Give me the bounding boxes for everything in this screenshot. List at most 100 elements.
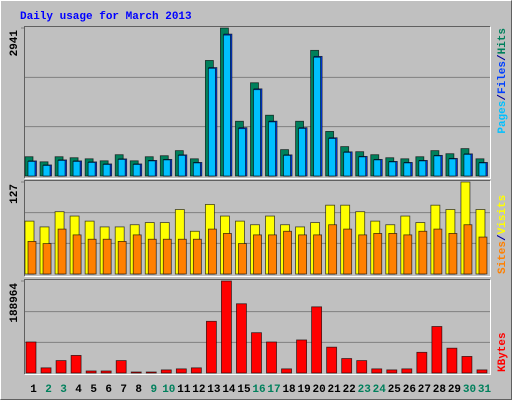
x-tick-label: 26	[403, 384, 416, 396]
bar	[463, 224, 473, 275]
bar	[416, 351, 428, 374]
x-tick-label: 17	[267, 384, 280, 396]
x-tick-label: 2	[45, 384, 52, 396]
bar	[283, 154, 291, 177]
x-tick-label: 11	[177, 384, 191, 396]
x-tick-label: 7	[120, 384, 127, 396]
bar	[102, 238, 112, 275]
x-tick-label: 20	[313, 384, 326, 396]
bar	[343, 151, 352, 177]
bar	[433, 155, 442, 177]
x-tick-label: 15	[237, 384, 251, 396]
bar	[251, 332, 262, 374]
x-tick-label: 9	[150, 384, 157, 396]
x-tick-label: 31	[478, 384, 492, 396]
legend-entry: Pages	[497, 101, 509, 134]
y-tick-label: 127	[9, 184, 21, 204]
bar	[177, 238, 187, 275]
bar	[147, 160, 156, 177]
bar	[55, 360, 67, 374]
bar	[403, 162, 412, 177]
chart-title: Daily usage for March 2013	[20, 11, 192, 23]
bar	[298, 128, 306, 177]
bar	[478, 236, 488, 275]
legend-entry: Sites	[497, 241, 509, 274]
bar	[145, 371, 157, 374]
x-tick-label: 25	[388, 384, 402, 396]
bar	[72, 161, 81, 177]
panel-border-dark	[24, 279, 491, 375]
bar	[70, 355, 82, 374]
x-tick-label: 29	[448, 384, 461, 396]
bar	[373, 233, 383, 275]
x-tick-label: 3	[60, 384, 67, 396]
bar	[401, 368, 413, 374]
x-tick-label: 6	[105, 384, 112, 396]
y-tick-label: 2941	[9, 30, 21, 57]
legend: Sites/Visits	[497, 195, 509, 274]
bar	[162, 238, 172, 275]
bar	[27, 241, 37, 275]
bar	[358, 156, 367, 177]
bar	[223, 34, 231, 177]
bar	[57, 228, 67, 275]
panel-border-dark	[24, 26, 491, 179]
bar	[388, 161, 397, 177]
bar	[461, 356, 473, 374]
y-tick-label: 188964	[9, 283, 21, 323]
legend-entry: Hits	[497, 28, 509, 54]
panel-border-light	[24, 26, 491, 179]
bar	[207, 67, 216, 177]
bar	[388, 233, 398, 275]
x-tick-label: 5	[90, 384, 97, 396]
bar	[72, 234, 82, 275]
bar	[418, 230, 428, 275]
bar	[160, 369, 172, 374]
x-tick-label: 19	[297, 384, 310, 396]
x-tick-label: 18	[282, 384, 296, 396]
bar	[207, 228, 217, 275]
bar	[205, 320, 217, 374]
x-tick-label: 24	[373, 384, 387, 396]
bar	[266, 341, 277, 374]
bar	[446, 347, 458, 374]
bar	[283, 230, 292, 275]
bar	[42, 165, 51, 177]
bar	[478, 162, 487, 177]
bar	[313, 56, 322, 177]
bar	[192, 238, 202, 275]
bar	[356, 360, 368, 374]
bar	[102, 164, 111, 177]
bar	[313, 234, 323, 275]
bar	[221, 280, 232, 374]
x-tick-label: 23	[358, 384, 372, 396]
bar	[190, 367, 202, 374]
x-tick-label: 21	[328, 384, 342, 396]
bar	[268, 234, 277, 275]
bar	[175, 368, 187, 374]
bar	[27, 161, 36, 177]
bar	[358, 234, 368, 275]
x-tick-label: 13	[207, 384, 221, 396]
bar	[281, 368, 292, 374]
bar	[296, 339, 307, 374]
bar	[463, 153, 472, 177]
bar	[100, 370, 112, 374]
bar	[177, 154, 186, 177]
bar	[132, 164, 141, 177]
bar	[87, 238, 97, 275]
bar	[326, 346, 338, 374]
bar	[192, 162, 201, 177]
x-tick-label: 10	[162, 384, 175, 396]
legend-entry: KBytes	[497, 332, 509, 372]
x-tick-label: 8	[135, 384, 142, 396]
x-tick-label: 16	[252, 384, 265, 396]
bar	[343, 228, 353, 275]
bar	[236, 303, 247, 374]
x-tick-label: 12	[192, 384, 205, 396]
legend-entry: Files	[497, 61, 509, 94]
bar	[476, 369, 488, 374]
legend: KBytes	[497, 332, 509, 372]
bar	[328, 138, 337, 177]
bar	[311, 306, 323, 374]
